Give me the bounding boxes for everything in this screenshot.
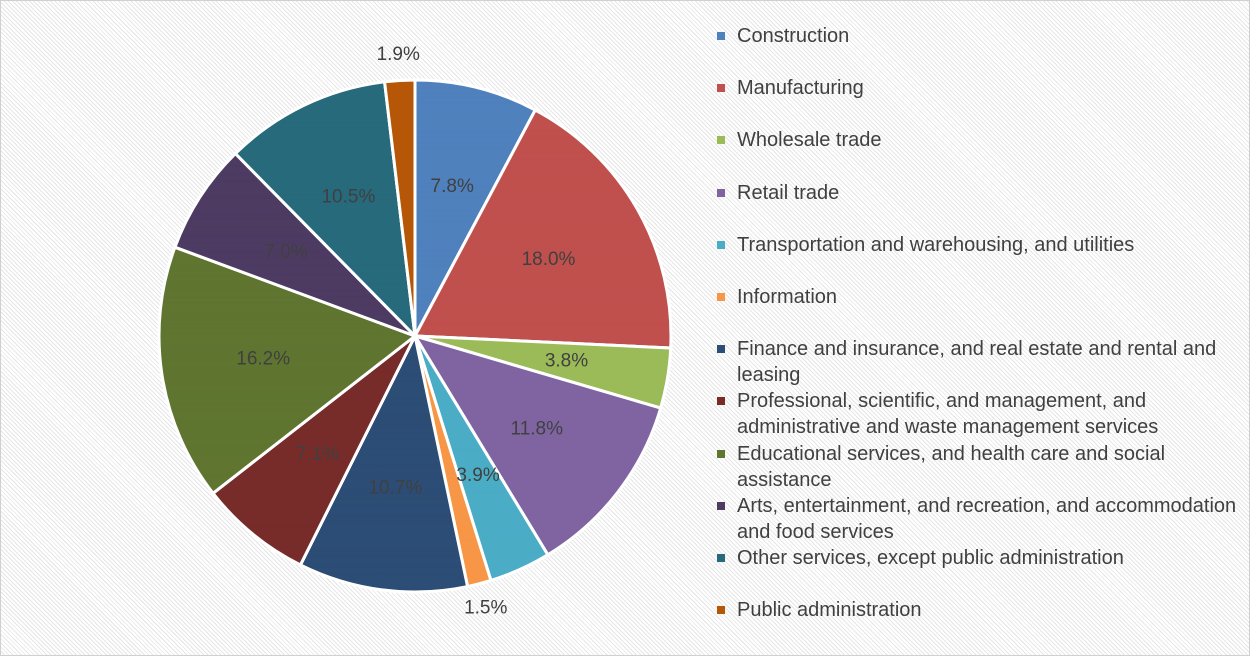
legend-item: Information xyxy=(717,284,1237,310)
legend-label: Transportation and warehousing, and util… xyxy=(737,233,1135,256)
legend-swatch xyxy=(717,397,725,406)
legend-label: Educational services, and health care an… xyxy=(737,442,1166,491)
legend-item: Professional, scientific, and management… xyxy=(717,388,1237,440)
legend-label: Finance and insurance, and real estate a… xyxy=(737,338,1217,387)
data-label: 11.8% xyxy=(511,419,564,440)
legend-item: Other services, except public administra… xyxy=(717,545,1237,571)
data-label: 16.2% xyxy=(236,349,290,370)
legend-swatch xyxy=(717,606,725,615)
legend-item: Educational services, and health care an… xyxy=(717,441,1237,493)
legend-label: Other services, except public administra… xyxy=(737,547,1124,569)
data-label: 3.8% xyxy=(545,350,588,371)
legend-item: Transportation and warehousing, and util… xyxy=(717,232,1237,258)
legend-item: Public administration xyxy=(717,597,1237,623)
data-label: 1.9% xyxy=(377,44,420,65)
legend-item: Wholesale trade xyxy=(717,127,1237,153)
data-label: 18.0% xyxy=(522,249,576,270)
legend-label: Public administration xyxy=(737,599,922,622)
data-label: 10.7% xyxy=(368,477,422,498)
legend-item: Arts, entertainment, and recreation, and… xyxy=(717,493,1237,545)
data-label: 10.5% xyxy=(321,187,375,208)
data-label: 7.0% xyxy=(264,242,307,263)
legend-item: Manufacturing xyxy=(717,75,1237,101)
legend-swatch xyxy=(717,84,725,93)
legend-swatch xyxy=(717,554,725,562)
legend-label: Construction xyxy=(737,25,850,47)
legend-label: Professional, scientific, and management… xyxy=(737,390,1159,439)
data-label: 1.5% xyxy=(464,598,507,619)
data-label: 7.1% xyxy=(296,444,339,465)
legend-swatch xyxy=(717,32,725,40)
legend-swatch xyxy=(717,293,725,301)
legend-item: Finance and insurance, and real estate a… xyxy=(717,336,1237,388)
legend-label: Arts, entertainment, and recreation, and… xyxy=(737,494,1237,543)
legend-swatch xyxy=(717,188,725,197)
legend-swatch xyxy=(717,501,725,510)
legend-label: Information xyxy=(737,286,838,308)
legend-swatch xyxy=(717,345,725,354)
legend-item: Construction xyxy=(717,23,1237,49)
legend-label: Retail trade xyxy=(737,181,840,204)
legend-label: Wholesale trade xyxy=(737,129,882,152)
data-label: 3.9% xyxy=(456,465,499,486)
data-label: 7.8% xyxy=(431,176,474,197)
legend-swatch xyxy=(717,136,725,145)
legend-item: Retail trade xyxy=(717,180,1237,206)
legend-swatch xyxy=(717,449,725,458)
legend-swatch xyxy=(717,240,725,249)
legend-label: Manufacturing xyxy=(737,77,864,100)
